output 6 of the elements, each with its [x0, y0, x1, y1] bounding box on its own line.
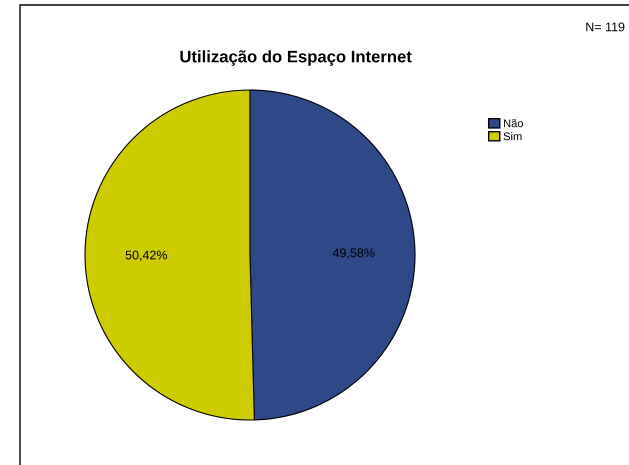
- legend-label: Sim: [504, 132, 522, 140]
- text: N= 119: [586, 22, 624, 32]
- data-label: 49,58%: [332, 248, 374, 259]
- chart-title: Utilização do Espaço Internet: [180, 50, 412, 66]
- data-label: 50,42%: [126, 250, 168, 261]
- legend-label: Não: [504, 119, 524, 128]
